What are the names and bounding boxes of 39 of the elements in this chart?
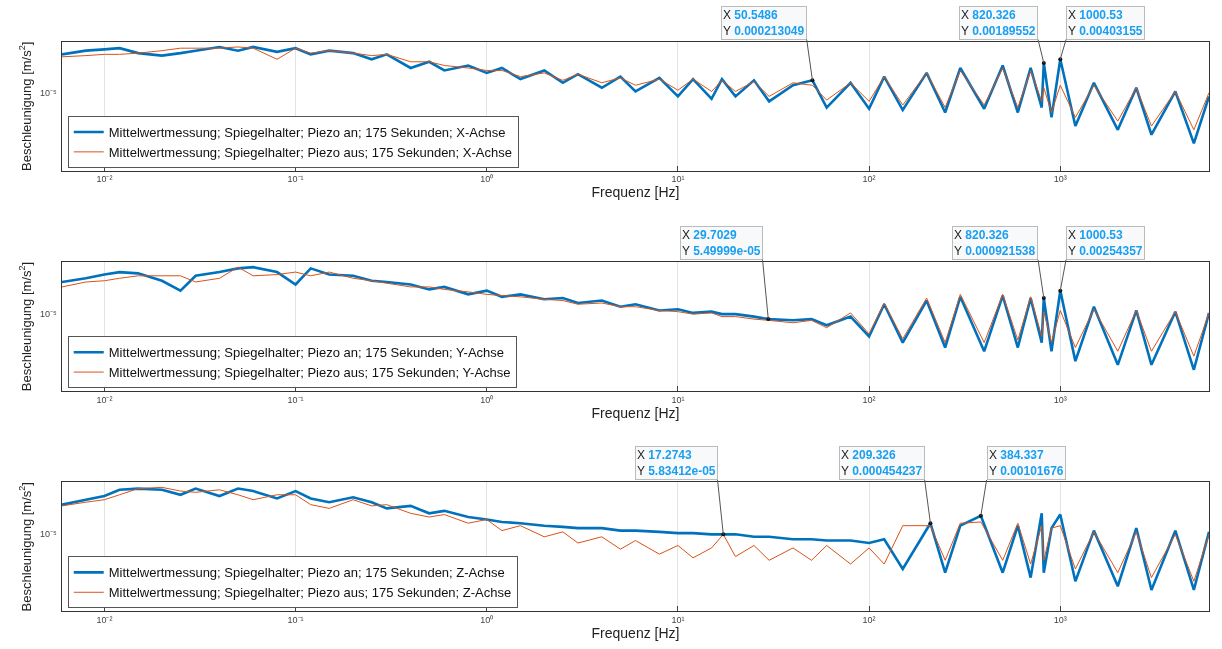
x-axis-title: Frequenz [Hz] bbox=[591, 184, 680, 201]
legend-label: Mittelwertmessung; Spiegelhalter; Piezo aus; 175 Sekunden; Z-Achse bbox=[108, 585, 512, 601]
x-tick-label: 10⁻² bbox=[96, 174, 113, 185]
x-tick-label: 10² bbox=[862, 394, 876, 405]
annotation: X 820.326 Y 0.00189552 bbox=[961, 8, 1036, 38]
x-tick-label: 10¹ bbox=[671, 394, 685, 405]
x-tick-label: 10³ bbox=[1053, 394, 1067, 405]
x-tick-label: 10¹ bbox=[671, 614, 685, 625]
annotation: X 820.326 Y 0.000921538 bbox=[954, 228, 1036, 258]
x-tick-label: 10⁻¹ bbox=[287, 394, 304, 405]
text: 10⁻⁵ bbox=[40, 529, 58, 539]
x-tick-label: 10⁰ bbox=[480, 174, 494, 185]
annotation: X 50.5486 Y 0.000213049 bbox=[723, 8, 805, 38]
x-tick-label: 10³ bbox=[1053, 174, 1067, 185]
annotation: X 1000.53 Y 0.00254357 bbox=[1068, 228, 1143, 258]
x-tick-label: 10⁻² bbox=[96, 394, 113, 405]
annotation: X 384.337 Y 0.00101676 bbox=[989, 448, 1064, 478]
annotation: X 29.7029 Y 5.49999e-05 bbox=[682, 228, 761, 258]
x-tick-label: 10⁻² bbox=[96, 614, 113, 625]
legend-label: Mittelwertmessung; Spiegelhalter; Piezo aus; 175 Sekunden; Y-Achse bbox=[108, 365, 511, 381]
annotation: X 1000.53 Y 0.00403155 bbox=[1068, 8, 1143, 38]
annotation: X 209.326 Y 0.000454237 bbox=[841, 448, 923, 478]
text: 10⁻⁵ bbox=[40, 88, 58, 98]
x-axis-title: Frequenz [Hz] bbox=[591, 624, 680, 641]
x-tick-label: 10⁰ bbox=[480, 614, 494, 625]
x-tick-label: 10⁻¹ bbox=[287, 174, 304, 185]
text: 10⁻⁵ bbox=[40, 309, 58, 319]
x-tick-label: 10³ bbox=[1053, 614, 1067, 625]
annotation: X 17.2743 Y 5.83412e-05 bbox=[637, 448, 716, 478]
legend-label: Mittelwertmessung; Spiegelhalter; Piezo an; 175 Sekunden; X-Achse bbox=[108, 125, 506, 141]
x-tick-label: 10² bbox=[862, 614, 876, 625]
x-tick-label: 10¹ bbox=[671, 174, 685, 185]
legend-label: Mittelwertmessung; Spiegelhalter; Piezo an; 175 Sekunden; Y-Achse bbox=[108, 345, 505, 361]
legend-label: Mittelwertmessung; Spiegelhalter; Piezo aus; 175 Sekunden; X-Achse bbox=[108, 144, 512, 160]
x-tick-label: 10⁰ bbox=[480, 394, 494, 405]
x-tick-label: 10⁻¹ bbox=[287, 614, 304, 625]
x-tick-label: 10² bbox=[862, 174, 876, 185]
x-axis-title: Frequenz [Hz] bbox=[591, 404, 680, 421]
legend-label: Mittelwertmessung; Spiegelhalter; Piezo an; 175 Sekunden; Z-Achse bbox=[108, 565, 505, 581]
